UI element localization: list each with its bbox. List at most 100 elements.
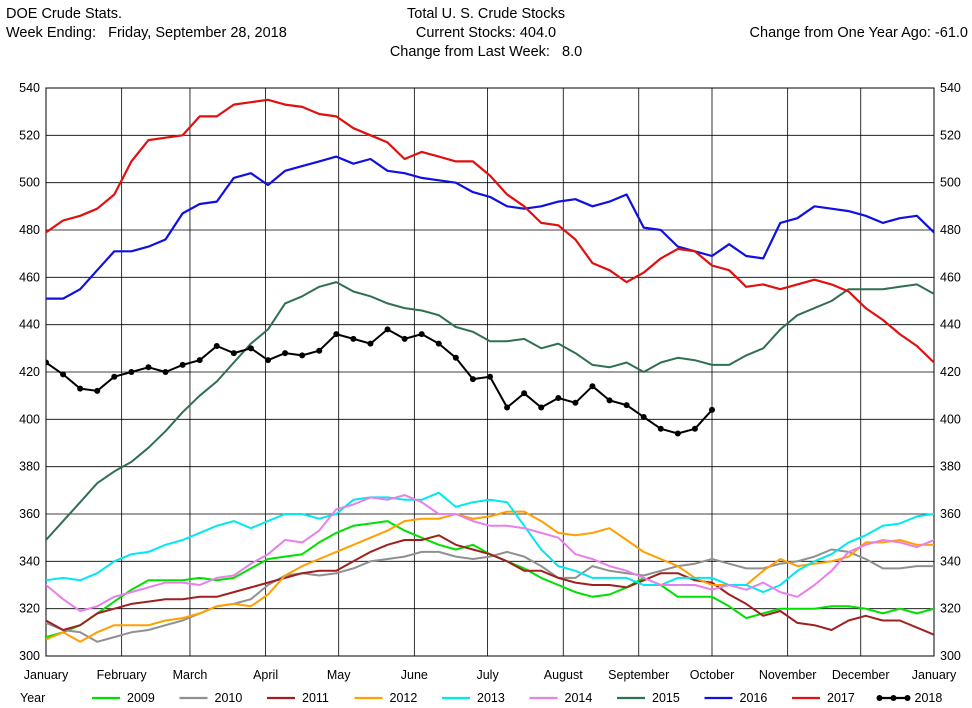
- data-point-2018: [674, 430, 681, 437]
- y-tick-label-right: 400: [940, 412, 961, 426]
- data-point-2018: [265, 357, 271, 364]
- x-tick-label-month: February: [97, 668, 148, 682]
- y-tick-label-right: 420: [940, 365, 961, 379]
- x-tick-label-month: October: [690, 668, 734, 682]
- chart-grid: [45, 87, 935, 657]
- data-point-2018: [60, 371, 67, 378]
- data-point-2018: [640, 413, 647, 420]
- y-tick-label-left: 400: [19, 412, 40, 426]
- header-title: DOE Crude Stats.: [6, 6, 123, 22]
- y-tick-label-right: 520: [940, 128, 961, 142]
- data-point-2018: [128, 369, 135, 375]
- data-point-2018: [145, 364, 152, 371]
- y-tick-label-left: 360: [19, 507, 40, 521]
- chart-series: [46, 98, 934, 643]
- data-point-2018: [213, 342, 220, 349]
- data-point-2018: [538, 404, 545, 411]
- x-tick-label-month: April: [253, 668, 278, 682]
- y-tick-label-left: 540: [19, 81, 40, 95]
- x-tick-label-month: January: [912, 668, 957, 682]
- data-point-2018: [179, 361, 186, 368]
- y-tick-label-right: 480: [940, 223, 961, 237]
- yearly-change-label: Change from One Year Ago: -61.0: [749, 25, 968, 41]
- legend-label-2013: 2013: [477, 691, 505, 705]
- data-point-2018: [282, 350, 289, 357]
- legend-label-2017: 2017: [827, 691, 855, 705]
- x-tick-label-month: January: [24, 668, 69, 682]
- legend-marker-2018: [904, 695, 911, 701]
- legend-label-2011: 2011: [302, 691, 329, 705]
- legend-label-2010: 2010: [215, 691, 243, 705]
- data-point-2018: [691, 425, 698, 432]
- data-point-2018: [418, 331, 425, 338]
- y-tick-label-right: 500: [940, 176, 961, 190]
- data-point-2018: [162, 369, 169, 375]
- data-point-2018: [401, 335, 408, 342]
- y-tick-label-left: 460: [19, 270, 40, 284]
- data-point-2018: [521, 390, 528, 397]
- series-line-2012: [46, 510, 934, 643]
- y-tick-label-left: 380: [19, 460, 40, 474]
- data-point-2018: [384, 326, 391, 333]
- data-point-2018: [111, 373, 118, 380]
- weekly-change-label: Change from Last Week: 8.0: [389, 44, 583, 60]
- plot-frame: [45, 87, 935, 657]
- x-tick-label-month: August: [544, 668, 583, 682]
- legend-label-2018: 2018: [915, 691, 943, 705]
- legend-title: Year: [20, 691, 45, 705]
- y-tick-label-right: 460: [940, 270, 961, 284]
- data-point-2018: [469, 376, 476, 383]
- series-line-2014: [46, 494, 934, 612]
- series-line-2018: [46, 328, 713, 435]
- data-point-2018: [94, 387, 101, 394]
- series-line-2016: [46, 155, 934, 300]
- x-tick-label-month: March: [173, 668, 208, 682]
- data-point-2018: [46, 359, 49, 366]
- y-tick-label-right: 300: [940, 649, 961, 663]
- y-tick-label-right: 440: [940, 318, 961, 332]
- y-tick-label-left: 440: [19, 318, 40, 332]
- week-ending-label: Week Ending: Friday, September 28, 2018: [6, 25, 287, 41]
- data-point-2018: [657, 425, 664, 432]
- x-tick-label-month: December: [832, 668, 890, 682]
- data-point-2018: [452, 354, 459, 361]
- header-left: DOE Crude Stats. Week Ending: Friday, Sep…: [6, 5, 287, 43]
- y-tick-label-left: 300: [19, 649, 40, 663]
- series-line-2013: [46, 491, 934, 594]
- header-right: Change from One Year Ago: -61.0: [750, 24, 968, 43]
- y-tick-label-left: 420: [19, 365, 40, 379]
- data-point-2018: [589, 383, 596, 390]
- data-point-2018: [555, 395, 562, 402]
- series-line-2017: [46, 98, 934, 364]
- legend-label-2014: 2014: [565, 691, 593, 705]
- y-tick-label-left: 340: [19, 554, 40, 568]
- header-center: Total U. S. Crude Stocks Current Stocks: …: [0, 5, 972, 62]
- data-point-2018: [504, 404, 511, 411]
- data-point-2018: [487, 373, 493, 380]
- data-point-2018: [350, 335, 357, 342]
- y-tick-label-left: 500: [19, 176, 40, 190]
- data-point-2018: [196, 357, 203, 364]
- legend-label-2009: 2009: [127, 691, 155, 705]
- legend-label-2012: 2012: [390, 691, 418, 705]
- x-tick-label-month: September: [608, 668, 669, 682]
- data-point-2018: [367, 340, 374, 347]
- y-tick-label-right: 540: [940, 81, 961, 95]
- series-line-2015: [46, 281, 934, 541]
- current-stocks-label: Current Stocks: 404.0: [415, 25, 557, 41]
- legend-label-2016: 2016: [740, 691, 768, 705]
- y-tick-label-left: 480: [19, 223, 40, 237]
- x-tick-label-month: May: [327, 668, 351, 682]
- data-point-2018: [572, 399, 579, 406]
- data-point-2018: [435, 340, 442, 347]
- total-stocks-title: Total U. S. Crude Stocks: [407, 6, 565, 22]
- data-point-2018: [333, 331, 340, 338]
- data-point-2018: [77, 385, 84, 392]
- x-tick-label-month: July: [476, 668, 499, 682]
- chart-axes: 300 300 320 320 340 340 360 360 380 380 400 400 420 4…: [19, 81, 961, 682]
- data-point-2018: [299, 352, 306, 359]
- y-tick-label-right: 320: [940, 602, 961, 616]
- data-point-2018: [623, 402, 630, 409]
- y-tick-label-right: 340: [940, 554, 961, 568]
- data-point-2018: [606, 397, 613, 404]
